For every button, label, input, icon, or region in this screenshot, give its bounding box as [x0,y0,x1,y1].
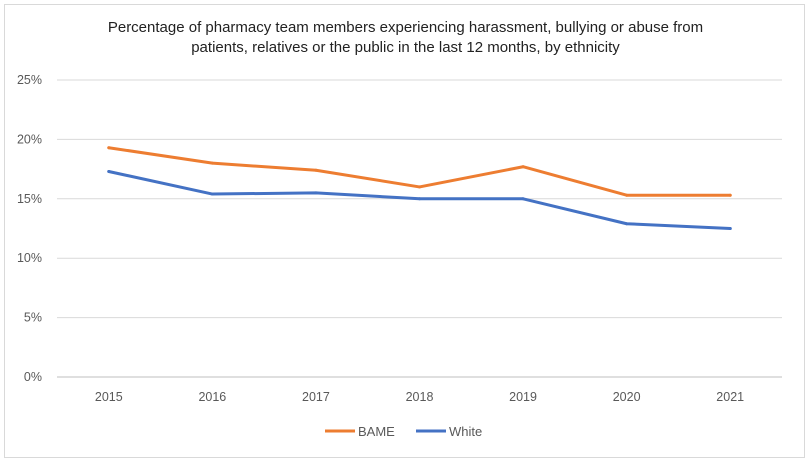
y-tick-label: 0% [24,370,42,384]
y-tick-label: 5% [24,311,42,325]
x-tick-label: 2017 [302,390,330,404]
y-tick-label: 10% [17,251,42,265]
series-lines [107,146,732,230]
chart-title: Percentage of pharmacy team members expe… [0,18,811,58]
x-tick-label: 2018 [406,390,434,404]
data-point-bame [418,185,421,189]
data-point-white [107,169,111,173]
legend-label-bame: BAME [358,424,395,439]
data-point-white [521,197,525,201]
x-axis-tick-labels: 2015 2016 2017 2018 2019 2020 2021 [95,390,744,404]
x-tick-label: 2015 [95,390,123,404]
data-point-bame [210,161,214,165]
data-point-bame [625,193,629,197]
data-point-white [418,197,421,201]
y-tick-label: 15% [17,192,42,206]
data-point-white [210,192,214,196]
data-point-white [728,227,732,230]
legend: BAME White [325,424,482,439]
x-tick-label: 2021 [716,390,744,404]
gridlines [57,79,782,378]
chart-title-line-1: Percentage of pharmacy team members expe… [107,19,704,36]
data-point-bame [728,193,732,197]
legend-label-white: White [449,424,482,439]
y-tick-label: 20% [17,132,42,146]
y-tick-label: 25% [17,73,42,87]
data-point-bame [314,168,318,172]
data-point-white [625,222,629,226]
data-point-white [314,191,318,195]
y-axis-tick-labels: 0% 5% 10% 15% 20% 25% [17,73,42,384]
data-point-bame [107,146,111,150]
x-tick-label: 2016 [198,390,226,404]
data-point-bame [521,165,525,169]
chart-title-line-2: patients, relatives or the public in the… [191,39,620,56]
x-tick-label: 2019 [509,390,537,404]
x-tick-label: 2020 [613,390,641,404]
